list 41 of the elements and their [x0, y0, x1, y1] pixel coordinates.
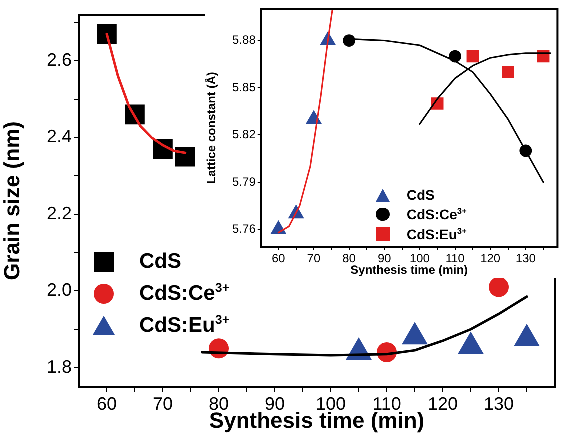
point: [343, 34, 356, 47]
y-axis-title: Lattice constant (Å): [204, 72, 219, 184]
legend-label: CdS:Ce$^{3+}$: [139, 281, 230, 306]
y-tick-label: 2.6: [46, 50, 72, 70]
x-tick-label: 90: [264, 394, 286, 414]
x-tick-label: 110: [446, 252, 466, 266]
legend-label: CdS:Eu$^{3+}$: [406, 226, 467, 242]
y-tick-label: 2.2: [46, 203, 72, 224]
x-tick-label: 130: [484, 394, 514, 414]
point: [402, 322, 428, 345]
x-tick-label: 60: [272, 252, 286, 266]
y-axis-title: Grain size (nm): [0, 122, 24, 280]
y-tick-label: 2.4: [46, 126, 72, 147]
x-tick-label: 70: [152, 394, 174, 414]
x-tick-label: 90: [378, 252, 392, 266]
point: [514, 324, 540, 347]
point: [176, 147, 196, 167]
point: [458, 332, 484, 354]
legend-label: CdS:Eu$^{3+}$: [139, 313, 230, 338]
x-tick-label: 80: [342, 252, 356, 266]
point: [97, 24, 117, 44]
y-tick-label: 5.79: [232, 174, 256, 189]
y-tick-label: 5.82: [232, 128, 256, 142]
point: [466, 50, 480, 63]
x-tick-label: 60: [96, 394, 118, 414]
x-tick-label: 130: [516, 252, 536, 266]
point: [502, 66, 514, 78]
y-tick-label: 5.76: [232, 222, 256, 236]
x-tick-label: 100: [410, 252, 430, 266]
legend-label: CdS: [406, 187, 435, 203]
legend-label: CdS: [139, 250, 182, 274]
x-tick-label: 120: [428, 394, 458, 414]
y-tick-label: 2.0: [46, 280, 72, 300]
x-axis-title: Synthesis time (min): [350, 263, 468, 278]
legend-label: CdS:Ce$^{3+}$: [406, 206, 467, 223]
x-tick-label: 70: [307, 252, 321, 266]
y-tick-label: 1.8: [46, 356, 72, 377]
y-tick-label: 5.85: [232, 80, 256, 94]
x-tick-label: 120: [480, 252, 501, 266]
point: [270, 220, 287, 234]
y-tick-label: 5.88: [232, 33, 256, 48]
